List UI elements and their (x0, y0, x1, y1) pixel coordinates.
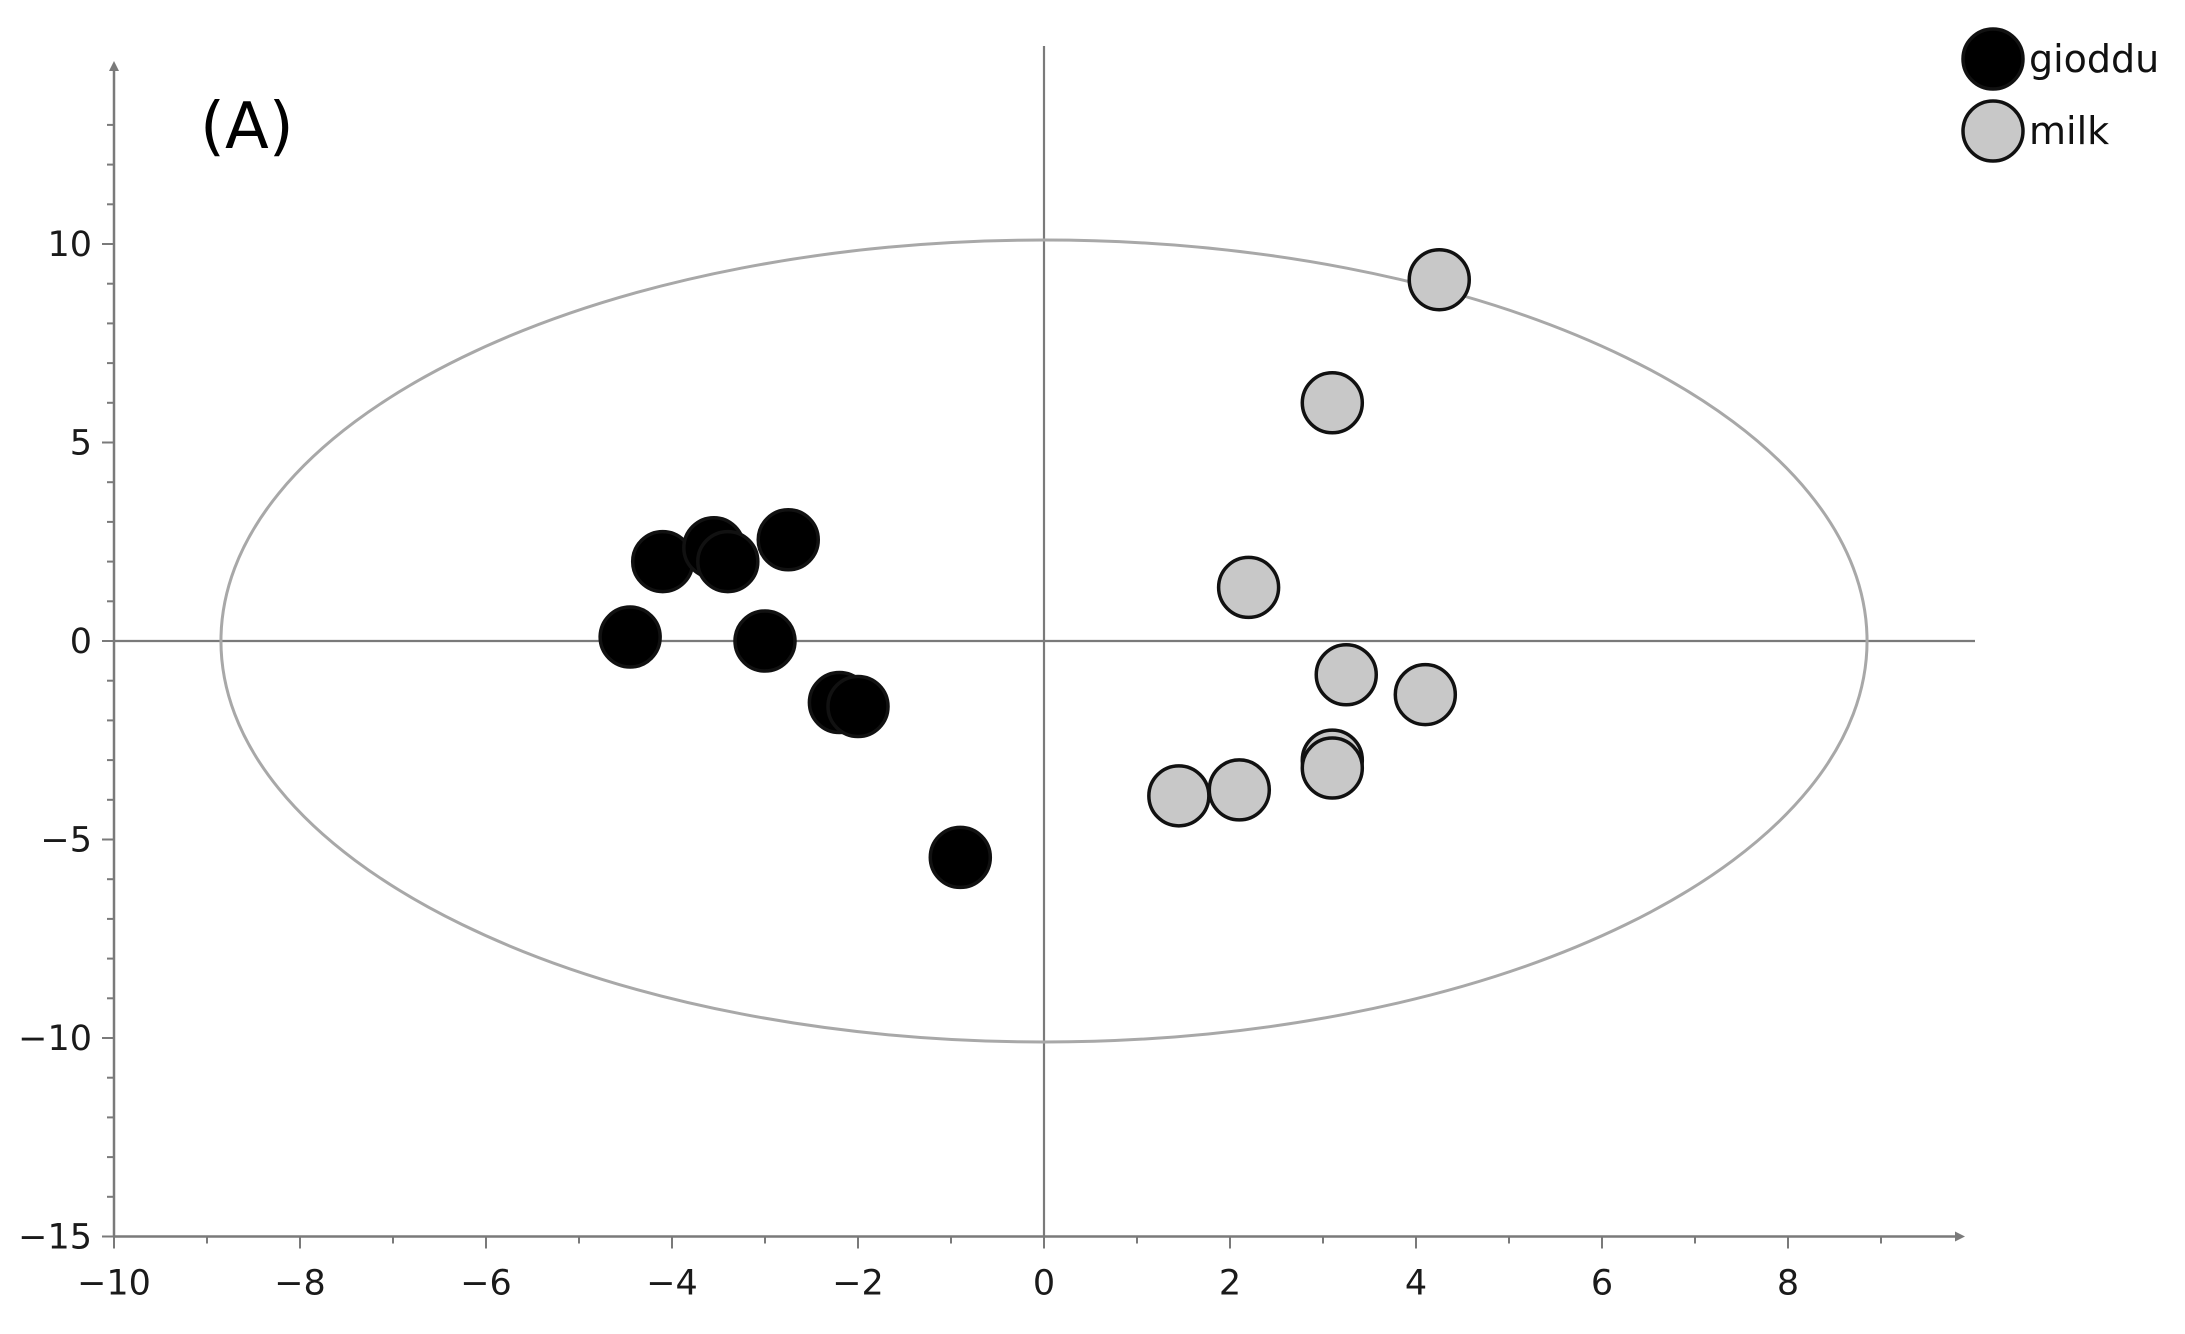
x-tick-label: 2 (1219, 1264, 1241, 1304)
gioddu-point (696, 529, 760, 594)
confidence-ellipse (219, 238, 1869, 1044)
y-tick-label: 0 (70, 622, 92, 662)
gioddu-point (928, 825, 993, 890)
milk-point (1314, 642, 1378, 707)
x-tick-label: −2 (832, 1264, 884, 1304)
legend-marker-gioddu (1961, 27, 2025, 91)
x-tick-label: −8 (274, 1264, 326, 1304)
milk-point (1147, 764, 1211, 828)
gioddu-point (826, 674, 890, 739)
confidence-ellipse-layer (219, 238, 1869, 1044)
y-tick-label: 10 (47, 225, 92, 265)
y-tick-label: −10 (18, 1019, 92, 1059)
x-tick-label: 6 (1591, 1264, 1613, 1304)
x-tick-label: −10 (77, 1264, 151, 1304)
legend-label-gioddu: gioddu (2029, 37, 2159, 81)
data-points (598, 247, 1471, 890)
legend-label-milk: milk (2029, 109, 2109, 153)
milk-point (1216, 555, 1281, 620)
x-tick-label: −6 (460, 1264, 512, 1304)
y-tick-label: −5 (40, 821, 92, 861)
x-tick-label: 4 (1405, 1264, 1427, 1304)
gioddu-point (733, 609, 797, 673)
panel-label: (A) (200, 90, 294, 164)
milk-point (1207, 758, 1272, 822)
x-tick-label: −4 (646, 1264, 698, 1304)
milk-point (1393, 662, 1458, 727)
milk-point (1300, 736, 1365, 800)
gioddu-point (756, 508, 820, 572)
x-tick-label: 8 (1777, 1264, 1799, 1304)
milk-point (1300, 371, 1365, 435)
legend: gioddu milk (1961, 27, 2159, 163)
axes: −10 −8 −6 −4 −2 0 2 4 6 8 10 5 0 −5 −10 −15 (18, 46, 1975, 1304)
milk-point (1407, 247, 1471, 312)
legend-marker-milk (1961, 99, 2025, 163)
gioddu-point (598, 605, 662, 669)
x-tick-label: 0 (1033, 1264, 1055, 1304)
y-tick-label: −15 (18, 1218, 92, 1258)
y-tick-label: 5 (70, 424, 92, 464)
